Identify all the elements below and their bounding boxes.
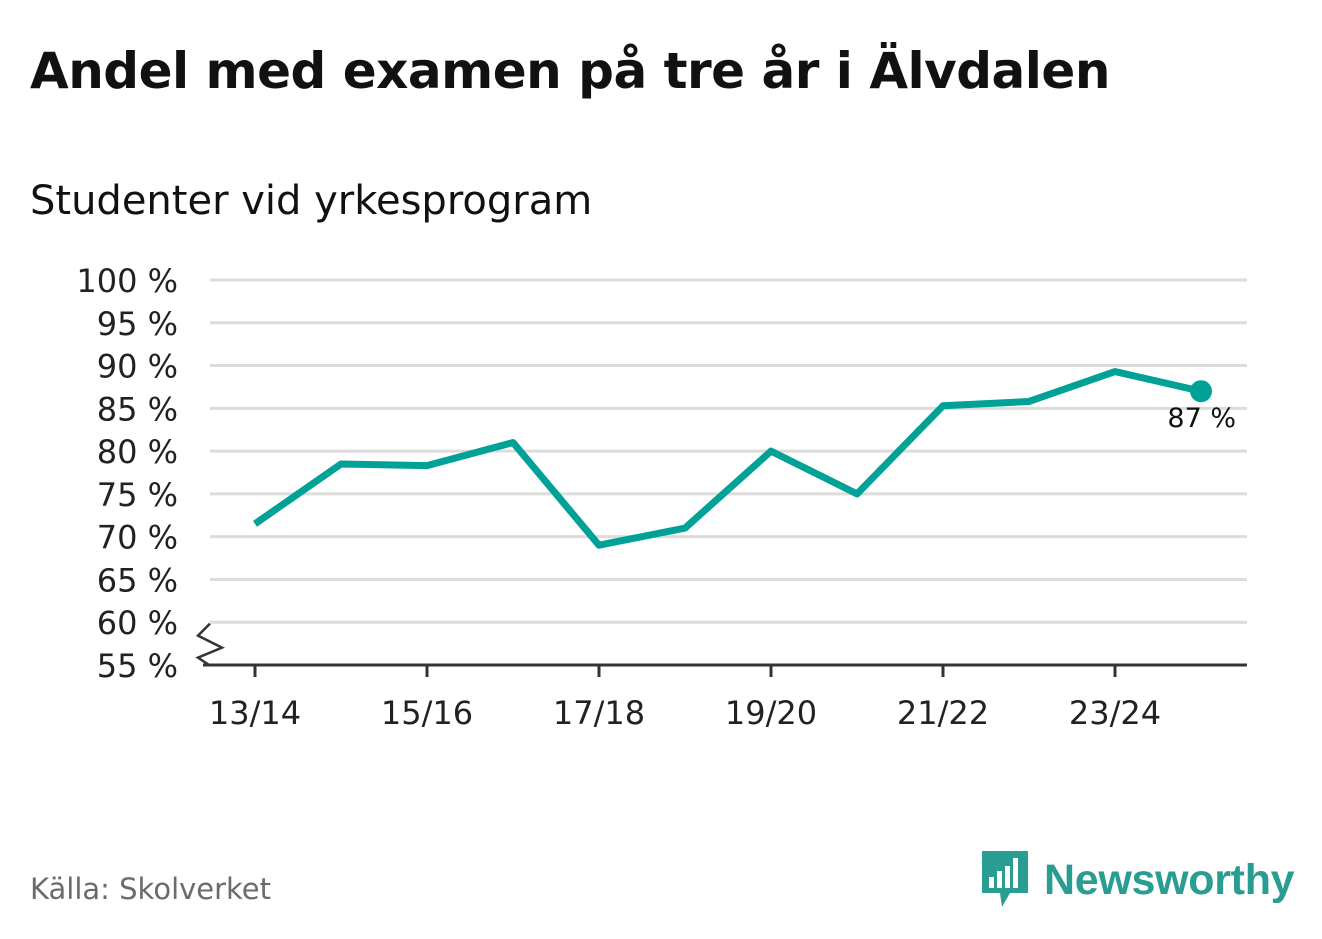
end-value-label: 87 % <box>1167 403 1236 434</box>
chart-title: Andel med examen på tre år i Älvdalen <box>30 42 1110 100</box>
y-tick-label: 90 % <box>97 348 178 386</box>
source-note: Källa: Skolverket <box>30 872 272 906</box>
chat-bars-icon <box>982 851 1028 907</box>
chart-subtitle: Studenter vid yrkesprogram <box>30 178 593 224</box>
y-tick-label: 65 % <box>97 561 178 599</box>
x-tick-label: 19/20 <box>725 694 817 732</box>
end-point-marker <box>1190 380 1212 403</box>
y-tick-label: 95 % <box>97 305 178 343</box>
x-tick-label: 21/22 <box>897 694 989 732</box>
y-tick-label: 60 % <box>97 604 178 642</box>
x-tick-label: 23/24 <box>1069 694 1161 732</box>
y-tick-label: 80 % <box>97 433 178 471</box>
x-tick-label: 15/16 <box>381 694 473 732</box>
y-tick-label: 75 % <box>97 476 178 514</box>
x-axis: 13/14 15/16 17/18 19/20 21/22 23/24 <box>203 663 1247 732</box>
gridlines <box>210 278 1247 624</box>
y-tick-label: 100 % <box>76 262 178 300</box>
y-tick-label: 55 % <box>97 647 178 685</box>
brand-logo: Newsworthy <box>980 848 1295 912</box>
x-tick-label: 13/14 <box>209 694 301 732</box>
y-axis: 55 % 60 % 65 % 70 % 75 % 80 % 85 % 90 % 95 % 100 … <box>76 262 226 685</box>
y-tick-label: 70 % <box>97 519 178 557</box>
brand-name: Newsworthy <box>1044 855 1295 904</box>
axis-break-icon <box>195 622 226 667</box>
series-group: 87 % <box>252 368 1236 549</box>
series-line <box>252 368 1202 549</box>
x-tick-label: 17/18 <box>553 694 645 732</box>
y-tick-label: 85 % <box>97 390 178 428</box>
